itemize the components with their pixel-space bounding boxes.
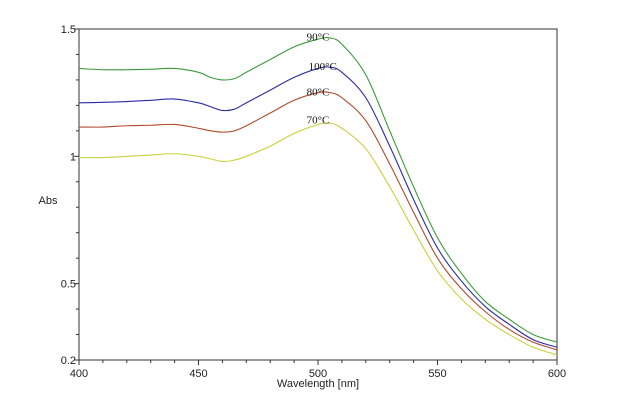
plot-area-border	[78, 28, 558, 361]
plot-frame	[78, 28, 558, 361]
y-axis-title: Abs	[39, 195, 58, 207]
y-tick-label: 0.2	[61, 355, 76, 367]
y-tick-label: 0.5	[61, 279, 76, 291]
x-tick-label: 600	[548, 368, 566, 380]
series-line	[78, 91, 558, 351]
y-tick-label: 1.5	[61, 24, 76, 36]
series-line	[78, 122, 558, 356]
x-axis-title: Wavelength [nm]	[277, 378, 359, 390]
series-label: 100°C	[309, 61, 337, 73]
series-label: 70°C	[307, 114, 330, 126]
series-line	[78, 36, 558, 343]
x-tick-label: 400	[70, 368, 88, 380]
x-axis: 400 450 500 550 600	[70, 360, 566, 380]
x-tick-label: 550	[428, 368, 446, 380]
series-labels: 90°C 100°C 80°C 70°C	[307, 32, 337, 127]
y-tick-label: 1	[70, 151, 76, 163]
y-axis: 0.2 0.5 1 1.5	[61, 24, 79, 367]
series-line	[78, 66, 558, 348]
x-tick-label: 450	[189, 368, 207, 380]
x-tick-label: 500	[309, 368, 327, 380]
series-lines	[78, 36, 558, 356]
series-label: 80°C	[307, 86, 330, 98]
series-label: 90°C	[307, 32, 330, 44]
